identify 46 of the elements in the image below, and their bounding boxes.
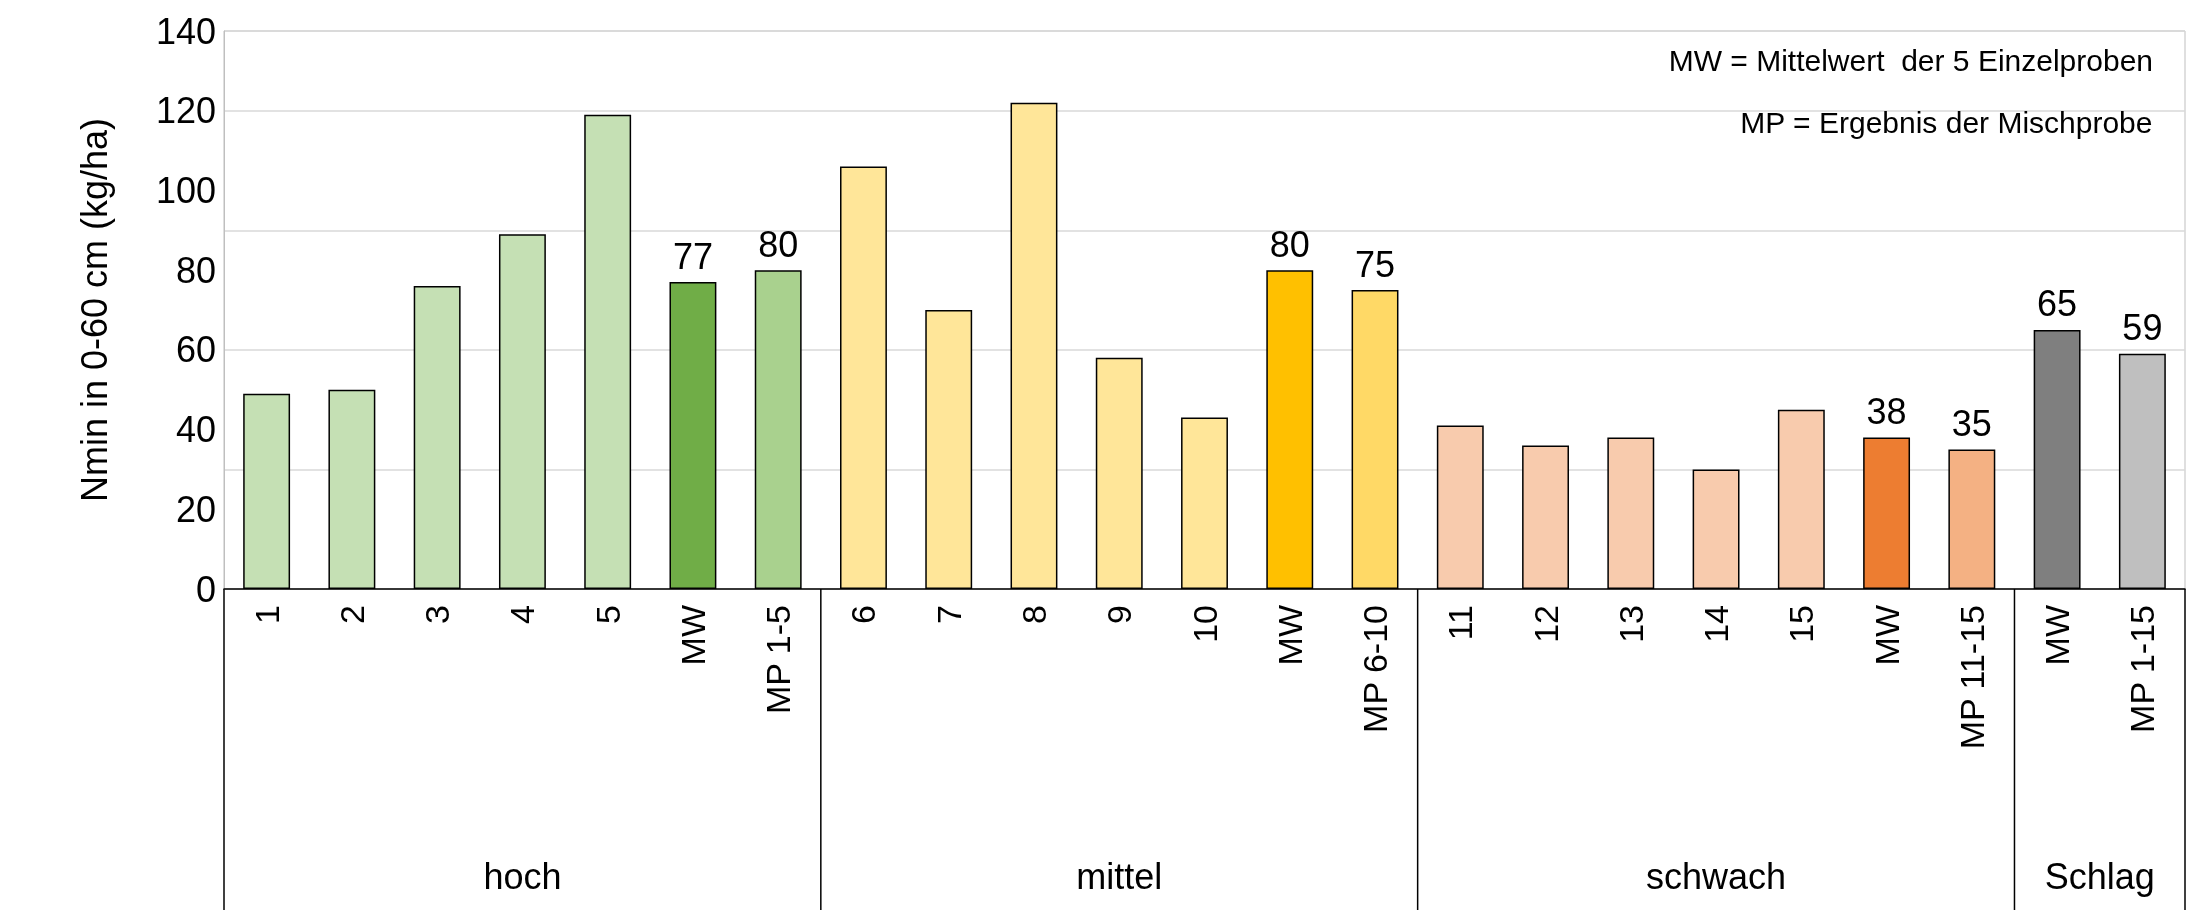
text: mittel [1076,855,1163,897]
x-tick-label: MW [2038,605,2077,666]
x-tick-label: 13 [1611,605,1650,643]
x-tick-label: 1 [247,605,286,624]
x-tick-label: MW [1270,605,1309,666]
x-tick-label: 6 [844,605,883,624]
x-tick-label: 11 [1441,605,1480,641]
data-label: 65 [2037,283,2078,325]
data-label: 35 [1951,403,1992,444]
x-tick-label: 15 [1782,605,1821,643]
text: schwach [1646,855,1787,897]
data-label: 75 [1355,243,1396,285]
y-tick-label: 140 [155,10,216,52]
data-label: 77 [672,235,713,277]
data-label: 80 [758,223,799,265]
x-tick-label: 10 [1185,605,1224,643]
annotation: MW = Mittelwert der 5 Einzelproben [1668,43,2154,77]
x-tick-label: 3 [418,605,457,624]
x-tick-label: MP 6-10 [1356,605,1395,733]
x-tick-label: 12 [1526,605,1565,643]
data-label: 80 [1269,223,1310,265]
y-tick-label: 0 [195,568,216,610]
x-tick-label: 8 [1014,605,1053,624]
x-tick-label: MW [673,605,712,666]
x-tick-label: 5 [588,605,627,624]
x-tick-label: MP 11-15 [1952,605,1991,750]
x-tick-label: 7 [929,605,968,624]
x-tick-label: 4 [503,605,542,624]
x-tick-label: MP 1-15 [2123,605,2162,733]
text: hoch [483,855,562,897]
y-tick-label: 60 [175,329,216,371]
x-tick-label: 14 [1697,605,1736,643]
x-tick-label: MW [1867,605,1906,666]
text: Schlag [2044,855,2155,897]
x-tick-label: MP 1-5 [759,605,798,714]
x-tick-label: 9 [1100,605,1139,624]
data-label: 59 [2122,307,2163,349]
x-tick-label: 2 [332,605,371,624]
y-tick-label: 20 [175,488,216,530]
y-tick-label: 40 [175,409,216,451]
y-axis-title: Nmin in 0-60 cm (kg/ha) [73,117,115,503]
data-label: 38 [1866,391,1907,433]
annotation: MP = Ergebnis der Mischprobe [1740,105,2153,139]
y-tick-label: 80 [175,249,216,291]
y-tick-label: 120 [155,90,216,132]
y-tick-label: 100 [155,169,216,211]
